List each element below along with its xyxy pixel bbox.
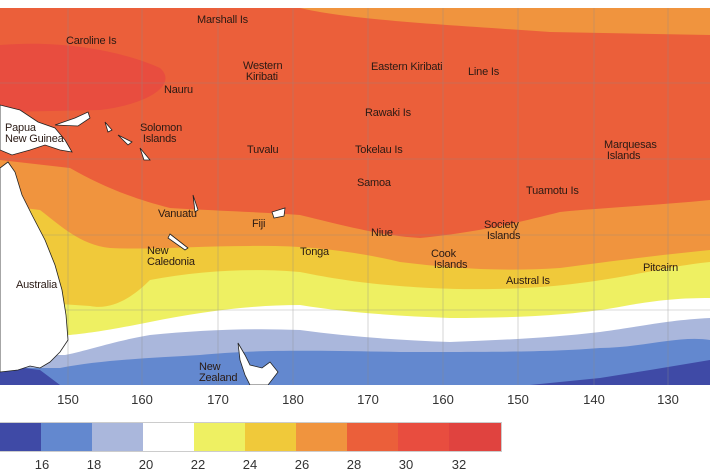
graticule [0, 8, 710, 385]
longitude-tick: 170 [207, 392, 229, 407]
label-new-caledonia: New Caledonia [147, 245, 195, 268]
solomon-islands [104, 121, 151, 161]
longitude-tick: 140 [583, 392, 605, 407]
label-marshall-is: Marshall Is [197, 14, 248, 26]
legend-tick: 16 [34, 457, 50, 472]
label-pitcairn: Pitcairn [643, 262, 679, 274]
legend-swatch-18-20 [92, 423, 143, 451]
legend-tick: 24 [242, 457, 258, 472]
label-eastern-kiribati: Eastern Kiribati [371, 61, 443, 73]
new-zealand [237, 342, 279, 385]
legend-swatch-30-32 [398, 423, 449, 451]
legend-tick: 20 [138, 457, 154, 472]
longitude-tick: 160 [131, 392, 153, 407]
fiji [271, 207, 286, 219]
label-rawaki-is: Rawaki Is [365, 107, 411, 119]
longitude-tick: 150 [57, 392, 79, 407]
legend-swatch-28-30 [347, 423, 398, 451]
legend-swatch-32-34 [449, 423, 501, 451]
label-austral-is: Austral Is [506, 275, 550, 287]
legend-tick: 18 [86, 457, 102, 472]
longitude-tick: 160 [432, 392, 454, 407]
vanuatu [192, 194, 199, 213]
label-tonga: Tonga [300, 246, 329, 258]
label-samoa: Samoa [357, 177, 391, 189]
label-nauru: Nauru [164, 84, 193, 96]
land [0, 104, 286, 385]
longitude-tick: 170 [357, 392, 379, 407]
legend-tick: 30 [398, 457, 414, 472]
label-tokelau-is: Tokelau Is [355, 144, 403, 156]
label-tuvalu: Tuvalu [247, 144, 279, 156]
papua-new-guinea [0, 104, 73, 156]
label-tuamotu-is: Tuamotu Is [526, 185, 579, 197]
band-28-30 [0, 8, 710, 238]
label-western-kiribati: Western Kiribati [243, 60, 283, 83]
temperature-legend [0, 422, 502, 452]
label-vanuatu: Vanuatu [158, 208, 197, 220]
legend-swatch-22-24 [194, 423, 245, 451]
legend-tick: 28 [346, 457, 362, 472]
legend-swatch-16-18 [41, 423, 92, 451]
legend-swatch-20-22 [143, 423, 194, 451]
label-line-is: Line Is [468, 66, 500, 78]
longitude-tick: 180 [282, 392, 304, 407]
sea-surface-temperature-map [0, 8, 710, 385]
label-new-zealand: New Zealand [199, 361, 238, 384]
label-cook-islands: Cook Islands [431, 248, 468, 271]
new-caledonia [167, 233, 189, 251]
band-30-32 [0, 43, 166, 112]
legend-tick: 26 [294, 457, 310, 472]
png-islands [54, 111, 91, 127]
label-caroline-is: Caroline Is [66, 35, 117, 47]
legend-tick: 32 [451, 457, 467, 472]
label-society-islands: Society Islands [484, 219, 521, 242]
label-papua-new-guinea: Papua New Guinea [5, 122, 64, 145]
longitude-tick: 150 [507, 392, 529, 407]
label-marquesas-islands: Marquesas Islands [604, 139, 657, 162]
label-fiji: Fiji [252, 218, 266, 230]
legend-tick: 22 [190, 457, 206, 472]
label-niue: Niue [371, 227, 393, 239]
longitude-tick: 130 [657, 392, 679, 407]
australia [0, 161, 69, 373]
legend-swatch-14-16 [0, 423, 41, 451]
label-australia: Australia [16, 279, 57, 291]
label-solomon-islands: Solomon Islands [140, 122, 183, 145]
legend-swatch-26-28 [296, 423, 347, 451]
legend-swatch-24-26 [245, 423, 296, 451]
